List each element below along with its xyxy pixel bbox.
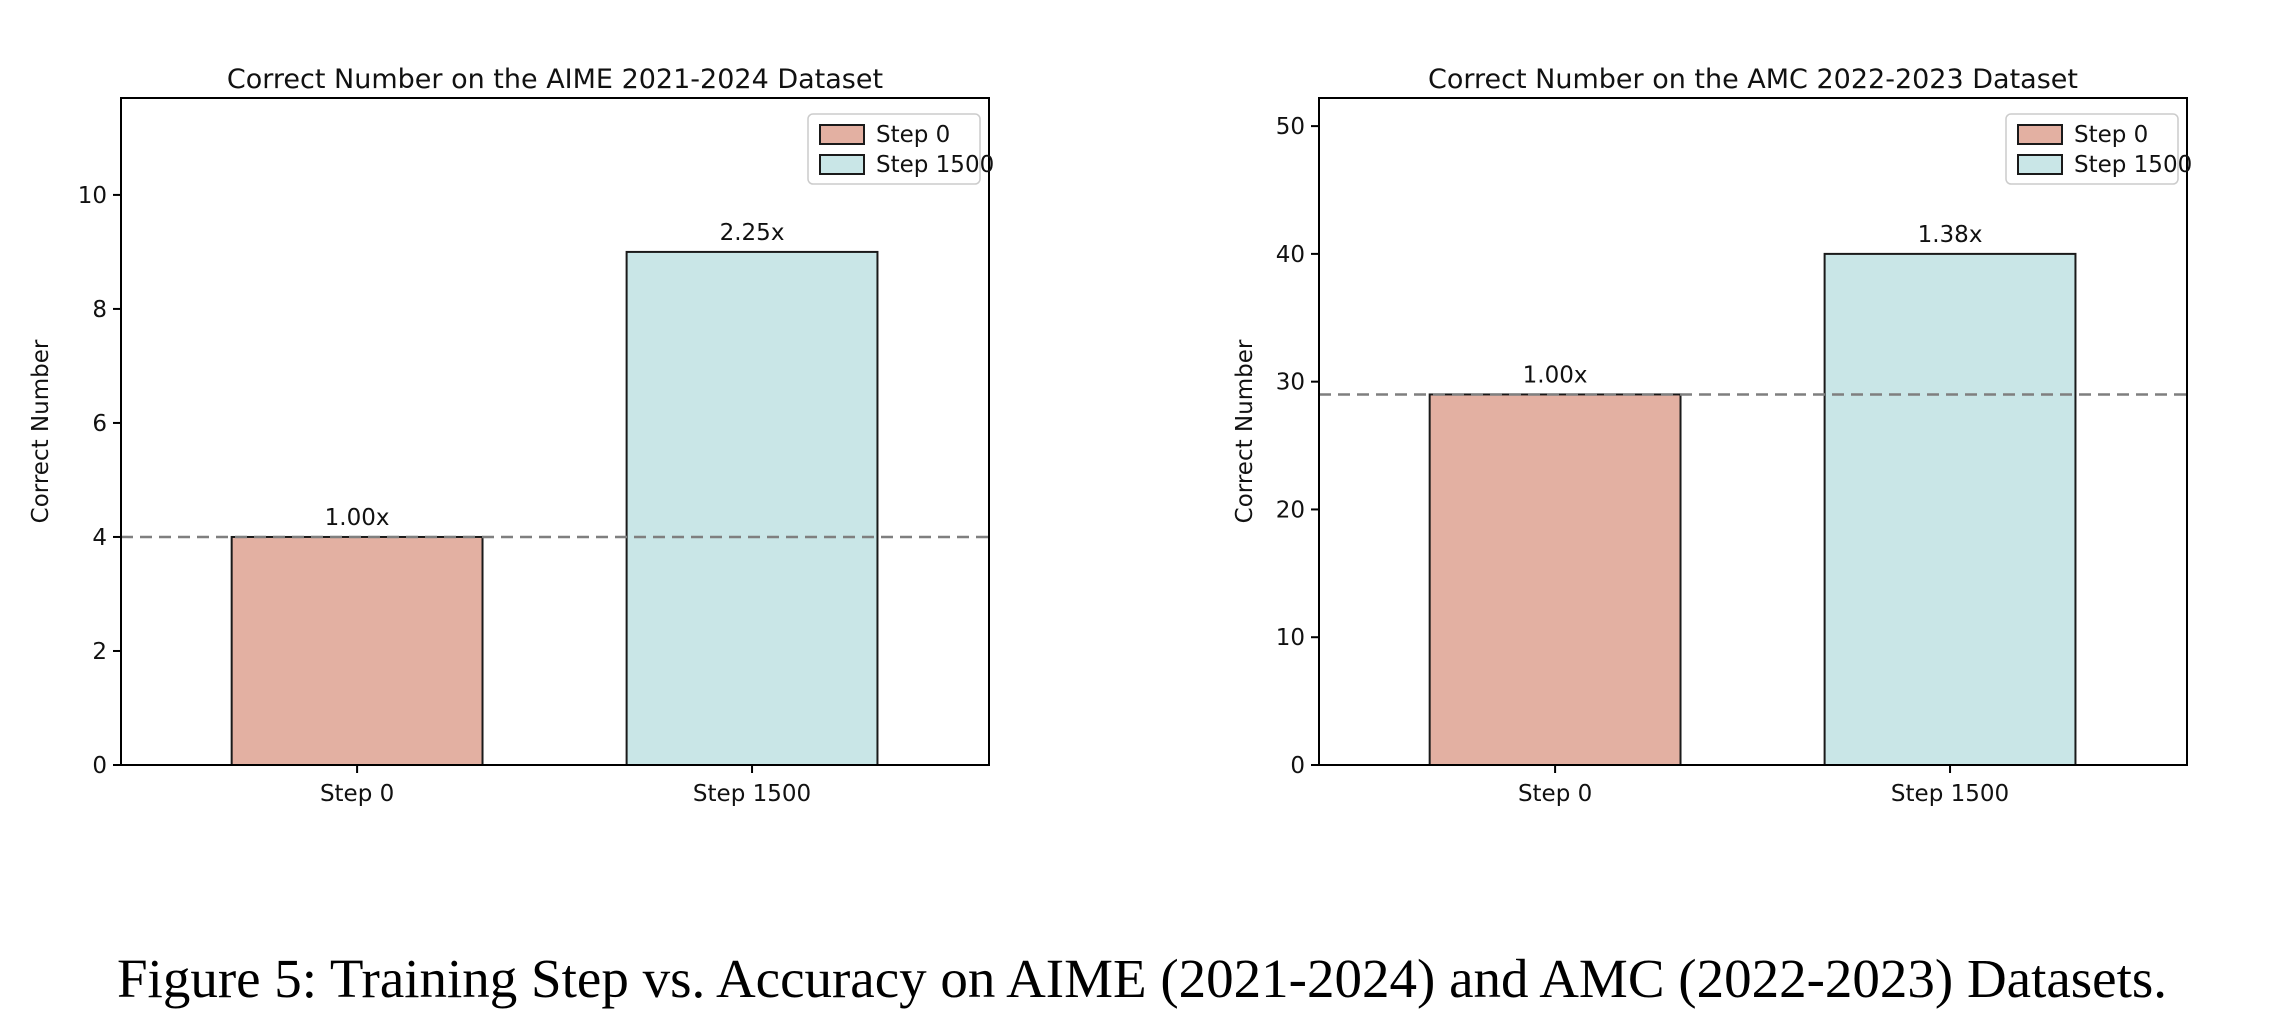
y-tick-label: 20 [1276, 497, 1305, 523]
x-tick-label: Step 0 [1518, 781, 1592, 807]
figure-caption: Figure 5: Training Step vs. Accuracy on … [116, 948, 2168, 1009]
y-tick-label: 10 [1276, 625, 1305, 651]
legend-swatch-step-1500 [819, 154, 865, 175]
plot-border [120, 97, 990, 766]
x-tick-label: Step 1500 [1891, 781, 2009, 807]
y-axis-label: Correct Number [1232, 339, 1258, 523]
bar-step-0 [1428, 393, 1682, 766]
y-tick-label: 8 [92, 297, 107, 323]
bar-value-label: 1.00x [1523, 362, 1588, 388]
y-tick-label: 4 [92, 525, 107, 551]
y-tick-label: 10 [78, 183, 107, 209]
legend-label: Step 0 [2074, 122, 2148, 148]
y-tick-label: 0 [92, 753, 107, 779]
y-tick-label: 0 [1290, 753, 1305, 779]
y-tick-label: 50 [1276, 114, 1305, 140]
legend-swatch-step-0 [2017, 124, 2063, 145]
aime-bar-chart: Step 0 1.00x Step 1500 2.25x 0 2 4 6 8 10 Correct … [28, 64, 994, 807]
bar-step-0 [230, 535, 484, 767]
legend-label: Step 1500 [2074, 152, 2192, 178]
y-tick-label: 30 [1276, 370, 1305, 396]
bar-value-label: 2.25x [720, 220, 785, 246]
x-tick-label: Step 0 [320, 781, 394, 807]
plot-border [1318, 97, 2188, 766]
y-tick-label: 6 [92, 411, 107, 437]
y-axis-label: Correct Number [28, 339, 54, 523]
charts-row: Step 0 1.00x Step 1500 2.25x 0 2 4 6 8 10 Correct … [28, 64, 2192, 807]
bar-value-label: 1.00x [325, 505, 390, 531]
bar-value-label: 1.38x [1918, 222, 1983, 248]
chart-title: Correct Number on the AIME 2021-2024 Dat… [227, 64, 883, 95]
x-tick-label: Step 1500 [693, 781, 811, 807]
y-tick-label: 40 [1276, 242, 1305, 268]
chart-title: Correct Number on the AMC 2022-2023 Data… [1428, 64, 2078, 95]
legend-swatch-step-0 [819, 124, 865, 145]
legend-label: Step 1500 [876, 152, 994, 178]
y-tick-label: 2 [92, 639, 107, 665]
amc-bar-chart: Step 0 1.00x Step 1500 1.38x 0 10 20 30 40 50 Corr… [1232, 64, 2192, 807]
bar-step-1500 [1823, 252, 2077, 766]
legend-swatch-step-1500 [2017, 154, 2063, 175]
bar-step-1500 [625, 250, 879, 766]
legend-label: Step 0 [876, 122, 950, 148]
